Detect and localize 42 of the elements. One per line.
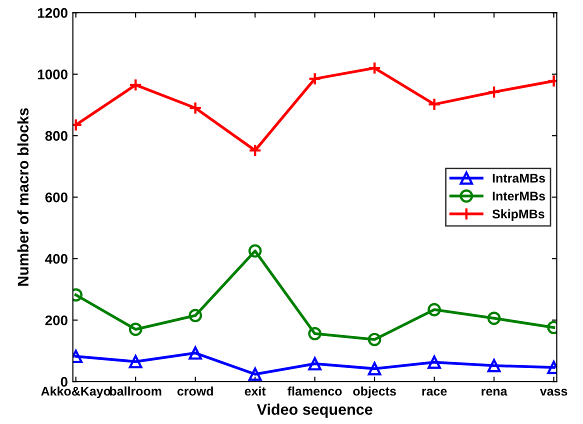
point: [128, 78, 142, 92]
y-tick-label: 1000: [38, 70, 68, 80]
y-tick-label: 1200: [38, 8, 68, 18]
x-tick-label: race: [422, 388, 447, 396]
point: [128, 354, 142, 368]
point: [368, 61, 382, 75]
x-tick-label: flamenco: [288, 386, 342, 396]
point: [188, 346, 202, 360]
x-tick-label: objects: [353, 386, 396, 398]
legend-label: IntraMBs: [492, 174, 546, 183]
point: [487, 358, 501, 372]
point: [248, 368, 262, 381]
point: [368, 362, 382, 376]
point: [308, 326, 322, 340]
x-tick-label: rena: [482, 388, 508, 396]
y-tick-label: 800: [45, 131, 68, 141]
point: [428, 303, 441, 316]
point: [188, 308, 202, 322]
point: [248, 144, 262, 158]
x-tick-label: vass: [540, 388, 568, 396]
x-tick-label: ballroom: [110, 386, 162, 396]
x-axis-title: Video sequence: [256, 404, 372, 418]
y-tick-label: 400: [45, 254, 68, 264]
x-tick-label: exit: [244, 386, 266, 396]
point: [368, 332, 382, 346]
x-tick-label: crowd: [177, 386, 213, 396]
legend-label: SkipMBs: [492, 209, 544, 221]
point: [308, 72, 322, 86]
point: [428, 356, 441, 369]
y-tick-label: 200: [45, 315, 68, 326]
legend-label: InterMBs: [492, 192, 546, 201]
point: [128, 322, 142, 336]
y-axis-title: Number of macro blocks: [17, 108, 29, 286]
point: [487, 312, 501, 325]
point: [487, 85, 501, 99]
point: [308, 357, 322, 370]
point: [248, 244, 262, 258]
x-tick-label: Akko&Kayo: [41, 386, 110, 398]
y-tick-label: 0: [60, 376, 68, 387]
y-tick-label: 600: [45, 192, 68, 202]
point: [188, 101, 202, 115]
point: [428, 98, 441, 111]
